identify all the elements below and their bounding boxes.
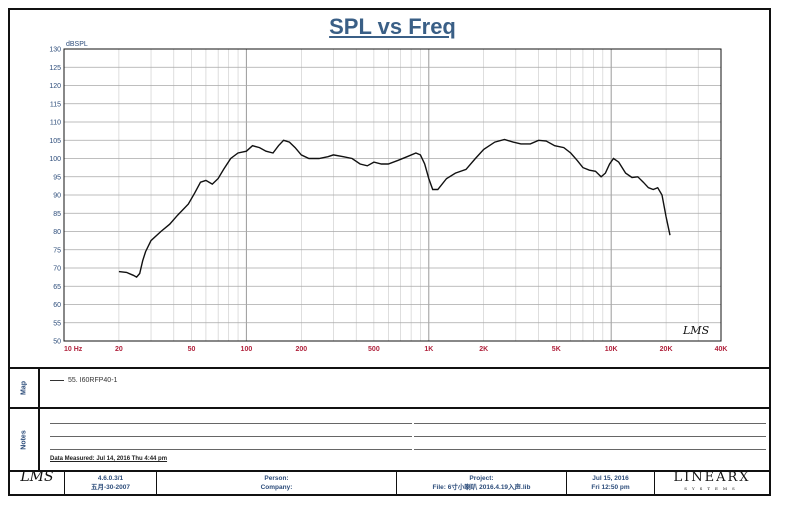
note-line: [50, 423, 412, 424]
x-tick-label: 10K: [605, 346, 618, 353]
footer-date-cell: Jul 15, 2016 Fri 12:50 pm: [567, 472, 655, 494]
note-line: [414, 423, 766, 424]
x-tick-label: 500: [368, 346, 380, 353]
plot-area: [63, 48, 722, 342]
y-tick-label: 55: [53, 320, 61, 327]
project-label: Project:: [469, 475, 494, 482]
x-tick-label: 100: [241, 346, 253, 353]
data-measured: Data Measured: Jul 14, 2016 Thu 4:44 pm: [50, 456, 168, 462]
y-tick-label: 125: [49, 65, 61, 72]
note-line: [414, 436, 766, 437]
map-label: Map: [20, 381, 28, 395]
grid-major: [63, 48, 721, 342]
x-tick-label: 200: [295, 346, 307, 353]
footer-project-cell: Project: File: 6寸小喇叭 2016.4.19入声.lib: [397, 472, 567, 494]
y-tick-label: 70: [53, 266, 61, 273]
map-entry: 55. I60RFP40-1: [50, 377, 117, 384]
lms-watermark: LMS: [682, 324, 710, 337]
series-line-0: [118, 138, 671, 278]
x-tick-label: 5K: [552, 346, 561, 353]
report-frame: [8, 8, 771, 496]
software-version: 4.6.0.3/1: [97, 475, 124, 482]
build-date: 五月-30-2007: [90, 484, 131, 491]
map-entry-label: 55. I60RFP40-1: [68, 377, 118, 384]
x-tick-label: 40K: [715, 346, 728, 353]
map-side-label: Map: [10, 369, 40, 407]
x-tick-label: 1K: [424, 346, 433, 353]
footer-logo-cell: LMS: [10, 469, 65, 494]
y-tick-label: 50: [53, 339, 61, 346]
y-tick-label: 60: [53, 302, 61, 309]
x-tick-label: 2K: [479, 346, 488, 353]
note-line: [50, 436, 412, 437]
y-tick-label: 110: [50, 120, 61, 127]
note-line: [414, 449, 766, 450]
y-tick-label: 80: [53, 229, 61, 236]
linearx-sublabel: SYSTEMS: [684, 486, 740, 491]
chart-title: SPL vs Freq: [329, 14, 456, 39]
y-tick-label: 115: [50, 101, 61, 108]
report-date: Jul 15, 2016: [592, 475, 629, 482]
x-tick-label: 20K: [660, 346, 673, 353]
y-axis-label: dBSPL: [66, 41, 88, 48]
note-line: [50, 449, 412, 450]
notes-section: Notes Data Measured: Jul 14, 2016 Thu 4:…: [10, 407, 771, 470]
y-tick-label: 105: [49, 138, 61, 145]
y-tick-label: 120: [49, 83, 61, 90]
x-tick-label: 10 Hz: [64, 346, 83, 353]
linearx-logo: LINEARX: [673, 470, 751, 485]
map-section: Map 55. I60RFP40-1: [10, 367, 771, 407]
notes-side-label: Notes: [10, 409, 40, 470]
map-entry-swatch: [50, 379, 64, 381]
report-time: Fri 12:50 pm: [591, 484, 630, 491]
y-tick-label: 95: [53, 174, 61, 181]
project-file: File: 6寸小喇叭 2016.4.19入声.lib: [432, 484, 531, 491]
y-tick-label: 130: [49, 47, 61, 54]
notes-label: Notes: [20, 429, 28, 450]
footer-person-cell: Person: Company:: [157, 472, 397, 494]
company-label: Company:: [260, 484, 293, 491]
y-tick-label: 100: [49, 156, 61, 163]
y-tick-label: 85: [53, 211, 61, 218]
lms-logo: LMS: [20, 469, 54, 485]
y-tick-label: 75: [53, 247, 61, 254]
footer-brand-cell: LINEARX SYSTEMS: [655, 470, 769, 494]
footer-version-cell: 4.6.0.3/1 五月-30-2007: [65, 472, 157, 494]
y-tick-label: 65: [53, 284, 61, 291]
y-tick-label: 90: [53, 193, 61, 200]
person-label: Person:: [264, 475, 289, 482]
x-tick-labels: 10 Hz 20 50 100 200 500 1K 2K 5K 10K 20K 40K: [64, 346, 727, 353]
x-tick-label: 20: [115, 346, 123, 353]
footer: LMS 4.6.0.3/1 五月-30-2007 Person: Company…: [10, 470, 771, 494]
x-tick-label: 50: [188, 346, 196, 353]
y-tick-labels: 50 55 60 65 70 75 80 85 90 95 100 105 110 115 120 125 13…: [49, 47, 61, 346]
